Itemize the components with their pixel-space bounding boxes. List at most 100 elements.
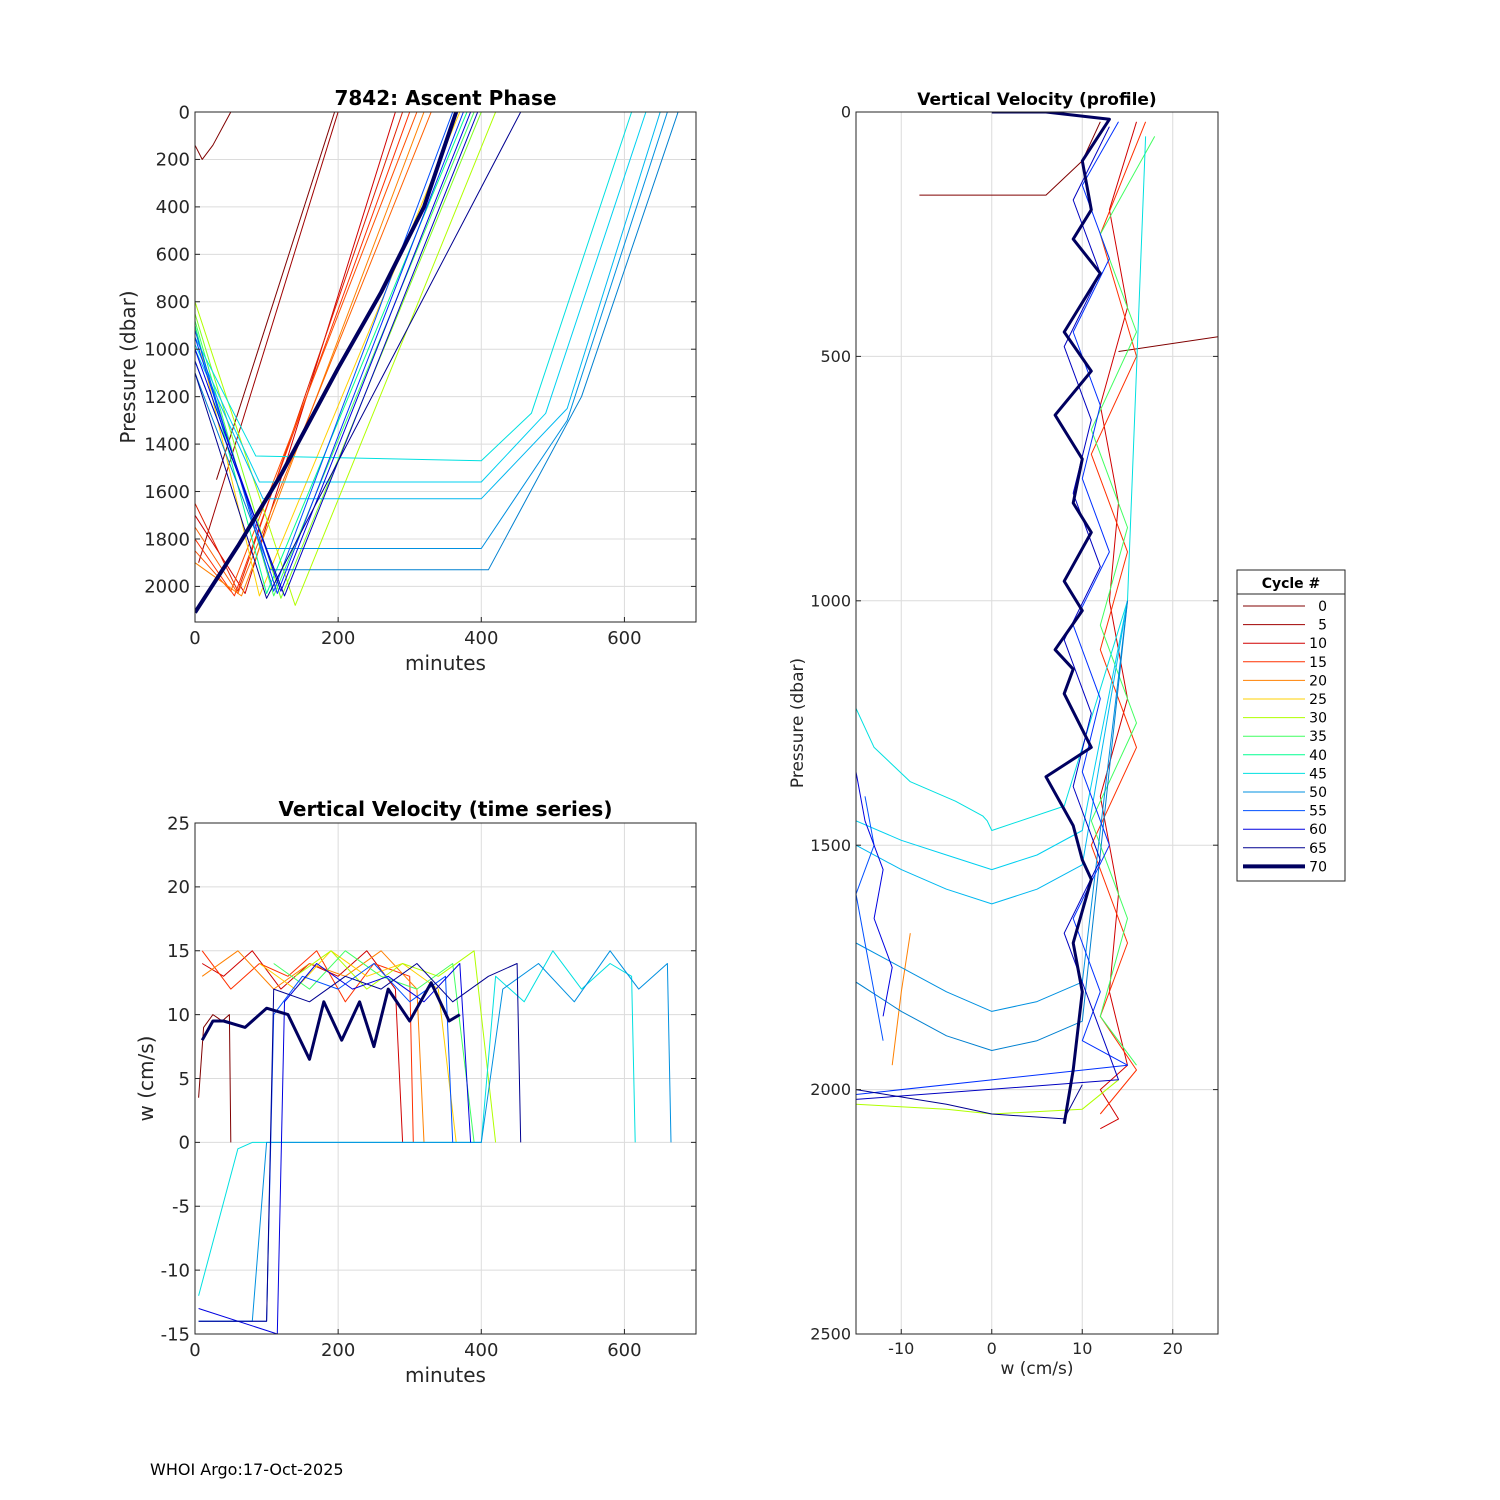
- x-tick-label: 600: [607, 628, 641, 649]
- series-line-cycle-65: [856, 1084, 1083, 1120]
- series-line-cycle-35: [195, 112, 475, 597]
- series-line-cycle-5: [198, 112, 339, 563]
- x-axis-label: minutes: [405, 1363, 486, 1387]
- legend-label-cycle-35: 35: [1309, 729, 1327, 745]
- x-axis-label: minutes: [405, 651, 486, 675]
- series-line-cycle-49: [856, 600, 1128, 905]
- series-line-cycle-45: [195, 112, 633, 462]
- legend-label-cycle-50: 50: [1309, 785, 1327, 801]
- y-tick-label: -5: [172, 1197, 190, 1218]
- y-tick-label: 25: [167, 813, 190, 834]
- y-tick-label: 1600: [144, 482, 190, 503]
- legend-label-cycle-45: 45: [1309, 766, 1327, 782]
- series-line-cycle-70: [200, 981, 461, 1061]
- series-line-cycle-12: [195, 112, 404, 592]
- legend-box: [1236, 569, 1346, 882]
- series-group: [856, 112, 1218, 1130]
- y-axis-label: Pressure (dbar): [788, 658, 808, 788]
- y-tick-label: 10: [167, 1005, 190, 1026]
- series-line-cycle-20: [195, 112, 425, 597]
- y-axis-label: w (cm/s): [134, 1036, 158, 1122]
- series-group: [198, 950, 672, 1334]
- series-line-cycle-20: [891, 933, 911, 1066]
- y-tick-label: 0: [179, 102, 190, 123]
- legend-label-cycle-40: 40: [1309, 748, 1327, 764]
- series-line-cycle-15: [195, 112, 411, 597]
- series-line-cycle-10: [195, 112, 396, 594]
- y-tick-label: 2000: [810, 1080, 851, 1099]
- x-tick-label: 0: [189, 628, 200, 649]
- series-line-cycle-50: [198, 950, 672, 1322]
- x-axis-label: w (cm/s): [1000, 1359, 1073, 1379]
- ascent-phase-panel: 0 200 400 600 0 200 400 600 800 1000 1200 1400 1600 1…: [116, 86, 697, 675]
- y-tick-label: 2500: [810, 1325, 851, 1344]
- axes-box: [855, 111, 1219, 1335]
- series-line-cycle-62: [195, 112, 479, 597]
- x-tick-label: 0: [987, 1339, 997, 1358]
- series-line-cycle-52: [856, 600, 1128, 1051]
- y-tick-label: -10: [161, 1260, 190, 1281]
- y-tick-label: 0: [179, 1133, 190, 1154]
- y-tick-label: 2000: [144, 577, 190, 598]
- series-line-cycle-47: [195, 112, 647, 483]
- velocity-timeseries-panel: 0 200 400 600 -15 -10 -5 0 5 10 15 20 25 Vertical Vel…: [134, 797, 697, 1387]
- series-line-cycle-0b: [1118, 336, 1218, 352]
- y-tick-label: 600: [156, 245, 190, 266]
- x-tick-label: 200: [321, 1340, 355, 1361]
- y-tick-label: 1800: [144, 529, 190, 550]
- x-tick-label: 400: [464, 628, 498, 649]
- series-line-cycle-15: [201, 950, 414, 1143]
- series-line-cycle-47: [856, 600, 1128, 871]
- legend-title: Cycle #: [1262, 576, 1321, 592]
- series-line-cycle-33: [195, 112, 482, 599]
- cycle-legend: Cycle # 0 5 10 15 20 25 30 35 40 45 50 55 60 65 70: [1236, 569, 1346, 882]
- series-line-cycle-35: [273, 950, 475, 1143]
- y-tick-label: 15: [167, 941, 190, 962]
- legend-label-cycle-20: 20: [1309, 673, 1327, 689]
- y-tick-label: 200: [156, 150, 190, 171]
- legend-label-cycle-55: 55: [1309, 804, 1327, 820]
- plot-area: [195, 112, 696, 622]
- y-tick-label: 1000: [810, 591, 851, 610]
- legend-label-cycle-15: 15: [1309, 655, 1327, 671]
- series-line-cycle-60: [195, 112, 472, 592]
- chart-title: Vertical Velocity (time series): [279, 797, 613, 821]
- legend-label-cycle-25: 25: [1309, 692, 1327, 708]
- series-line-cycle-62: [856, 126, 1119, 1100]
- x-tick-label: -10: [888, 1339, 914, 1358]
- grid-lines: [194, 111, 696, 622]
- series-line-cycle-57: [195, 112, 464, 594]
- y-tick-label: 800: [156, 292, 190, 313]
- series-line-cycle-40: [195, 112, 468, 594]
- series-group: [195, 112, 679, 614]
- series-line-cycle-65: [198, 963, 522, 1322]
- legend-label-cycle-60: 60: [1309, 822, 1327, 838]
- series-line-cycle-30: [294, 950, 497, 1143]
- y-tick-label: 0: [841, 103, 851, 122]
- chart-title: 7842: Ascent Phase: [334, 86, 556, 110]
- y-tick-label: 1500: [810, 836, 851, 855]
- series-line-cycle-45: [856, 136, 1147, 831]
- legend-label-cycle-30: 30: [1309, 711, 1327, 727]
- legend-label-cycle-0: 0: [1318, 599, 1327, 615]
- y-tick-label: 500: [820, 347, 851, 366]
- series-line-cycle-52: [195, 112, 679, 571]
- series-line-cycle-45: [198, 950, 636, 1296]
- y-tick-label: -15: [161, 1324, 190, 1345]
- footer-stamp: WHOI Argo:17-Oct-2025: [150, 1460, 344, 1479]
- legend-label-cycle-10: 10: [1309, 636, 1327, 652]
- y-tick-label: 5: [179, 1069, 190, 1090]
- y-tick-label: 1000: [144, 340, 190, 361]
- y-tick-label: 400: [156, 197, 190, 218]
- x-tick-label: 10: [1072, 1339, 1092, 1358]
- series-line-cycle-49: [195, 112, 661, 500]
- chart-title: Vertical Velocity (profile): [917, 90, 1156, 110]
- series-line-cycle-0: [919, 121, 1101, 196]
- legend-label-cycle-70: 70: [1309, 859, 1327, 875]
- series-line-cycle-57: [856, 121, 1128, 1095]
- x-tick-label: 600: [607, 1340, 641, 1361]
- y-tick-label: 1400: [144, 434, 190, 455]
- series-line-cycle-65: [195, 112, 522, 599]
- plot-area: [856, 112, 1218, 1334]
